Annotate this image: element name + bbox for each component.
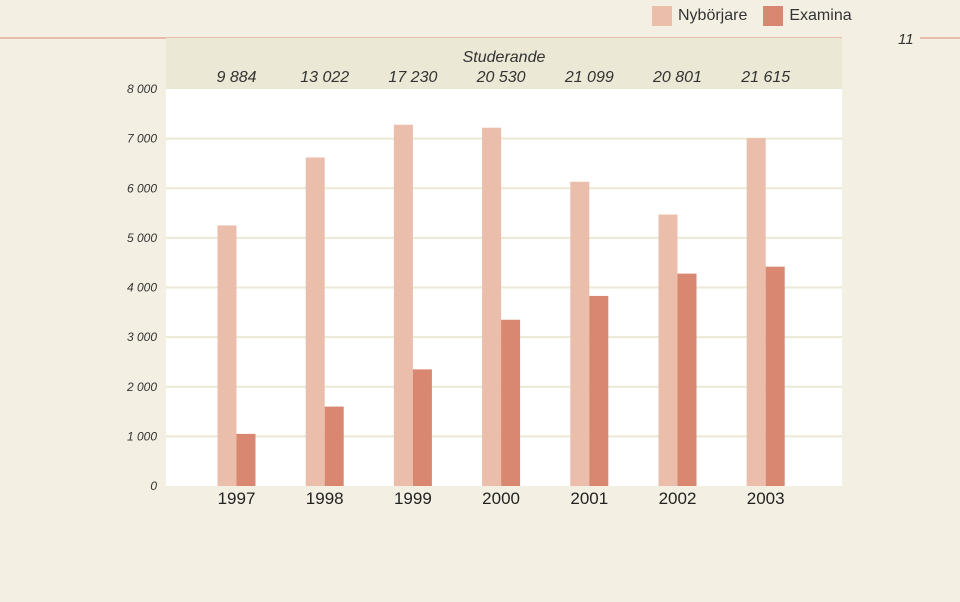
legend-label-nyborjare: Nybörjare [678, 7, 748, 24]
bar-nyborjare-1998 [305, 157, 325, 487]
y-tick-label: 6 000 [127, 181, 157, 195]
y-tick-label: 7 000 [127, 132, 157, 146]
bar-examina-1998 [324, 406, 344, 486]
x-tick-label: 2002 [659, 489, 697, 508]
bar-nyborjare-2001 [570, 181, 590, 486]
x-tick-label: 1997 [218, 489, 256, 508]
bar-examina-2003 [765, 266, 785, 486]
bar-examina-1997 [236, 433, 256, 486]
studerande-value: 21 615 [740, 69, 790, 86]
y-tick-label: 2 000 [126, 380, 157, 394]
bar-examina-2001 [589, 295, 609, 486]
x-tick-label: 1999 [394, 489, 432, 508]
x-tick-label: 2003 [747, 489, 785, 508]
legend-swatch-examina [763, 6, 784, 26]
legend-item-examina: Examina [763, 6, 852, 26]
y-tick-label: 0 [150, 479, 157, 493]
bar-nyborjare-2002 [658, 214, 678, 486]
studerande-band [166, 38, 842, 89]
bar-nyborjare-1999 [393, 124, 413, 486]
bar-examina-2002 [677, 273, 697, 486]
legend-label-examina: Examina [789, 7, 852, 24]
studerande-title: Studerande [463, 49, 546, 66]
bar-nyborjare-2000 [482, 127, 502, 487]
y-tick-label: 1 000 [127, 429, 157, 443]
legend: Nybörjare Examina [652, 6, 868, 26]
page-number: 11 [898, 31, 914, 48]
legend-swatch-nyborjare [652, 6, 672, 26]
y-axis: 0 1 000 2 000 3 000 4 000 5 000 6 000 7 000 8 00… [126, 82, 157, 493]
studerande-value: 21 099 [564, 69, 614, 86]
legend-item-nyborjare: Nybörjare [652, 6, 747, 26]
studerande-value: 9 884 [216, 69, 256, 86]
x-axis: 1997 1998 1999 2000 2001 2002 2003 [218, 489, 785, 508]
studerande-value: 20 530 [476, 69, 526, 86]
studerande-value: 13 022 [300, 69, 349, 86]
bar-nyborjare-2003 [746, 138, 766, 486]
x-tick-label: 1998 [306, 489, 344, 508]
y-tick-label: 8 000 [127, 82, 157, 96]
bar-nyborjare-1997 [217, 225, 237, 486]
y-tick-label: 4 000 [127, 281, 157, 295]
studerande-value: 20 801 [652, 69, 702, 86]
y-tick-label: 3 000 [127, 330, 157, 344]
bar-examina-1999 [412, 369, 432, 486]
studerande-value: 17 230 [388, 69, 437, 86]
bars [217, 124, 785, 487]
x-tick-label: 2000 [482, 489, 520, 508]
x-tick-label: 2001 [570, 489, 608, 508]
bar-examina-2000 [501, 319, 521, 486]
y-tick-label: 5 000 [127, 231, 157, 245]
studerande-row: Studerande 9 884 13 022 17 230 20 530 21 099… [216, 49, 790, 86]
